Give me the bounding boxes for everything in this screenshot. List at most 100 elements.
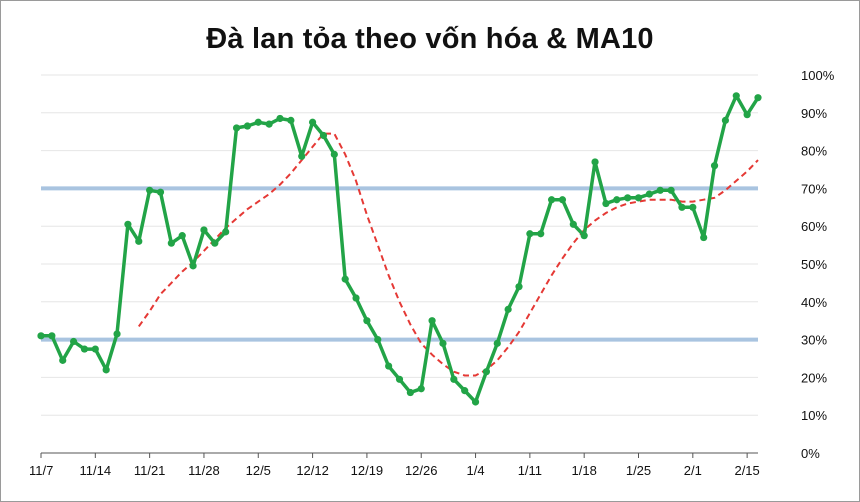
data-point: [667, 186, 675, 194]
data-point: [547, 196, 556, 204]
x-tick-label: 11/21: [134, 463, 166, 478]
y-tick-label: 30%: [801, 333, 827, 348]
data-point: [471, 398, 480, 406]
chart-title: Đà lan tỏa theo vốn hóa & MA10: [206, 23, 654, 55]
data-point: [417, 385, 425, 393]
data-point: [385, 362, 393, 370]
data-point: [265, 120, 273, 128]
y-tick-label: 80%: [801, 144, 827, 159]
x-tick-label: 11/14: [80, 463, 112, 478]
data-point: [700, 233, 708, 242]
x-tick-label: 1/11: [518, 463, 542, 478]
data-point: [200, 226, 208, 234]
data-point: [710, 162, 719, 170]
data-point: [439, 339, 447, 347]
y-tick-label: 100%: [801, 68, 835, 83]
data-point: [135, 237, 143, 245]
data-point: [624, 194, 632, 202]
axes: 0% 10% 20% 30% 40% 50% 60% 70% 80% 90% 100% 11/7 11/…: [29, 68, 835, 478]
data-point: [243, 122, 252, 130]
y-tick-label: 40%: [801, 295, 827, 310]
x-tick-label: 12/12: [296, 463, 329, 478]
y-tick-label: 50%: [801, 257, 827, 272]
data-point: [211, 239, 219, 247]
x-tick-label: 2/15: [734, 463, 759, 478]
data-point: [678, 203, 686, 211]
x-tick-label: 11/7: [29, 463, 53, 478]
data-point: [341, 275, 349, 283]
breadth-series: [41, 94, 760, 404]
data-point: [254, 118, 262, 126]
y-tick-label: 0%: [801, 446, 820, 461]
data-point: [482, 368, 491, 376]
breadth-line: [41, 94, 760, 404]
data-point: [395, 375, 404, 383]
y-tick-label: 20%: [801, 370, 827, 385]
data-point: [189, 262, 197, 270]
data-point: [526, 230, 534, 238]
data-point: [504, 305, 512, 313]
x-tick-label: 12/5: [246, 463, 271, 478]
data-point: [146, 186, 154, 194]
x-tick-label: 12/26: [405, 463, 438, 478]
data-point: [113, 330, 121, 338]
data-point: [69, 337, 78, 346]
x-tick-label: 1/25: [626, 463, 651, 478]
data-point: [287, 116, 295, 124]
data-point: [656, 186, 664, 194]
x-tick-label: 11/28: [188, 463, 220, 478]
data-point: [732, 92, 740, 100]
data-point: [461, 387, 469, 395]
data-point: [602, 199, 610, 208]
data-point: [569, 220, 577, 228]
x-tick-label: 12/19: [351, 463, 384, 478]
x-tick-label: 2/1: [684, 463, 702, 478]
data-point: [124, 220, 132, 228]
data-point: [537, 230, 545, 238]
data-point: [91, 345, 99, 353]
data-point: [167, 239, 175, 247]
data-point: [308, 118, 317, 126]
data-point: [232, 124, 241, 132]
data-point: [634, 194, 643, 202]
y-tick-label: 90%: [801, 106, 827, 121]
reference-lines: [41, 186, 758, 342]
data-point: [591, 158, 599, 166]
data-point: [80, 345, 89, 353]
data-point: [450, 375, 458, 383]
breadth-markers: [37, 92, 762, 406]
data-point: [352, 294, 360, 302]
data-point: [298, 152, 306, 160]
data-point: [330, 150, 338, 158]
data-point: [48, 332, 56, 340]
data-point: [689, 203, 697, 211]
data-point: [178, 232, 186, 240]
y-tick-label: 10%: [801, 408, 827, 423]
data-point: [222, 228, 230, 236]
data-point: [515, 283, 523, 291]
data-point: [645, 190, 653, 198]
x-tick-label: 1/18: [572, 463, 597, 478]
moving-average-series: [137, 132, 759, 377]
x-tick-label: 1/4: [467, 463, 485, 478]
data-point: [319, 131, 328, 140]
data-point: [406, 388, 414, 397]
data-point: [276, 114, 284, 123]
y-tick-label: 70%: [801, 181, 827, 196]
data-point: [743, 111, 751, 119]
data-point: [37, 332, 45, 340]
data-point: [613, 196, 621, 204]
y-tick-label: 60%: [801, 219, 827, 234]
data-point: [428, 317, 436, 325]
data-point: [721, 116, 730, 124]
data-point: [754, 94, 762, 102]
ma10-line: [137, 132, 759, 377]
data-point: [493, 339, 501, 347]
data-point: [558, 196, 567, 204]
gridlines: [41, 74, 758, 416]
data-point: [374, 336, 382, 344]
data-point: [580, 232, 588, 240]
data-point: [59, 356, 67, 364]
